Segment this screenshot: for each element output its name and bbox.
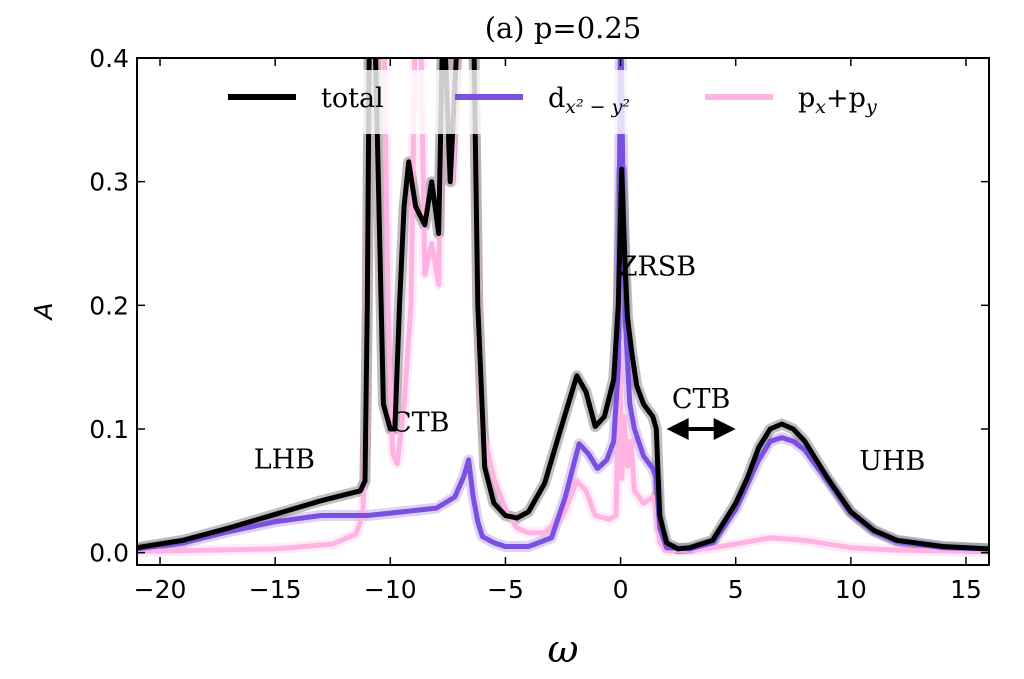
plot-frame <box>136 57 990 566</box>
x-tick-label: −20 <box>134 575 187 604</box>
y-tick-label: 0.3 <box>89 168 129 197</box>
x-tick-label: 0 <box>613 575 629 604</box>
y-tick-label: 0.2 <box>89 291 129 320</box>
x-tick-label: 5 <box>728 575 744 604</box>
chart-title: (a) p=0.25 <box>485 11 642 45</box>
annotation-ctb: CTB <box>391 408 450 439</box>
y-tick-label: 0.1 <box>89 415 129 444</box>
annotation-lhb: LHB <box>254 445 315 476</box>
annotations: LHB CTB ZRSB CTB UHB <box>254 252 926 477</box>
y-tick-label: 0.0 <box>89 539 129 568</box>
legend-label-1: dx² − y² <box>548 83 630 118</box>
annotation-uhb: UHB <box>859 446 925 477</box>
series-line-0 <box>137 58 989 552</box>
y-axis-label: A <box>29 302 58 321</box>
legend-label-2: px+py <box>798 83 877 118</box>
annotation-ctb: CTB <box>672 384 731 415</box>
axes: −20 −15 −10 −5 0 5 10 15 0.0 0.1 0.2 0.3 0.4 <box>89 44 989 604</box>
x-tick-label: 15 <box>950 575 982 604</box>
ctb-arrow-right-head <box>713 417 736 440</box>
legend: total dx² − y² px+py <box>228 83 877 118</box>
x-tick-label: −15 <box>249 575 302 604</box>
legend-label-0: total <box>321 83 384 114</box>
x-tick-label: −10 <box>364 575 417 604</box>
plot-area <box>137 58 989 557</box>
y-tick-label: 0.4 <box>89 44 129 73</box>
x-tick-label: 10 <box>835 575 867 604</box>
legend-background <box>215 70 905 134</box>
ctb-arrow-left-head <box>666 417 689 440</box>
x-axis-label: ω <box>548 627 579 671</box>
x-tick-label: −5 <box>487 575 524 604</box>
annotation-zrsb: ZRSB <box>619 252 696 283</box>
